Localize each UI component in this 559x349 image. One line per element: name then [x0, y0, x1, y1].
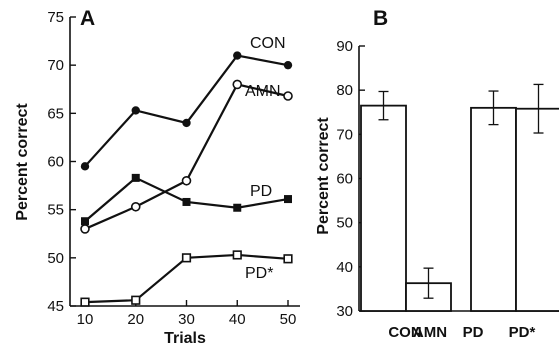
a-point-amn	[232, 79, 243, 90]
a-series-label: CON	[250, 35, 286, 52]
b-ytick-label: 50	[336, 215, 353, 232]
a-xtick-label: 50	[280, 311, 297, 328]
b-ytick-label: 70	[336, 126, 353, 143]
a-ytick-label: 50	[47, 250, 64, 267]
a-ytick-label: 45	[47, 298, 64, 315]
a-point-pd	[233, 203, 242, 212]
a-point-amn	[80, 224, 90, 234]
a-xtick-label: 30	[178, 311, 195, 328]
b-category-label: PD	[463, 324, 484, 341]
a-xtick-label: 40	[229, 311, 246, 328]
a-series-line-con	[84, 54, 289, 168]
a-point-con	[182, 118, 191, 128]
b-bar	[360, 104, 407, 312]
b-ytick-label: 60	[336, 171, 353, 188]
b-panel-label: B	[373, 7, 388, 30]
a-xtick-label: 10	[77, 311, 94, 328]
a-series-label: PD	[250, 183, 272, 200]
a-ytick-label: 75	[47, 9, 64, 26]
a-point-pdstar	[232, 250, 242, 260]
a-ytick-label: 70	[47, 57, 64, 74]
a-point-amn	[283, 91, 293, 101]
a-point-pd	[182, 197, 191, 206]
a-point-pdstar	[283, 254, 293, 264]
a-point-amn	[130, 201, 141, 212]
b-ytick-label: 30	[336, 303, 353, 320]
a-xtick-label: 20	[127, 311, 144, 328]
b-bar	[515, 107, 559, 312]
a-ytick-label: 65	[47, 105, 64, 122]
a-point-con	[283, 60, 293, 70]
a-ytick-label: 60	[47, 154, 64, 171]
b-category-label: CON	[388, 324, 421, 341]
a-point-con	[80, 162, 90, 171]
a-panel-label: A	[80, 7, 95, 30]
a-point-con	[131, 106, 140, 115]
b-y-axis-title: Percent correct	[315, 117, 332, 235]
a-ytick-label: 55	[47, 202, 64, 219]
a-point-pd	[284, 195, 292, 204]
b-category-label: AMN	[413, 324, 447, 341]
a-x-axis-title: Trials	[164, 330, 206, 347]
a-point-amn	[181, 175, 192, 186]
a-y-axis-title: Percent correct	[14, 103, 31, 221]
a-point-pd	[81, 217, 89, 226]
b-bar	[470, 106, 517, 312]
b-ytick-label: 80	[336, 82, 353, 99]
a-series-label: PD*	[245, 265, 273, 282]
a-point-pdstar	[80, 297, 90, 307]
a-series-label: AMN	[245, 83, 281, 100]
a-series-line-amn	[84, 83, 289, 230]
b-ytick-label: 40	[336, 259, 353, 276]
b-ytick-label: 90	[336, 38, 353, 55]
a-point-con	[233, 51, 242, 60]
a-point-pdstar	[181, 253, 192, 263]
a-point-pd	[131, 173, 140, 182]
a-point-pdstar	[131, 295, 141, 305]
b-category-label: PD*	[509, 324, 536, 341]
